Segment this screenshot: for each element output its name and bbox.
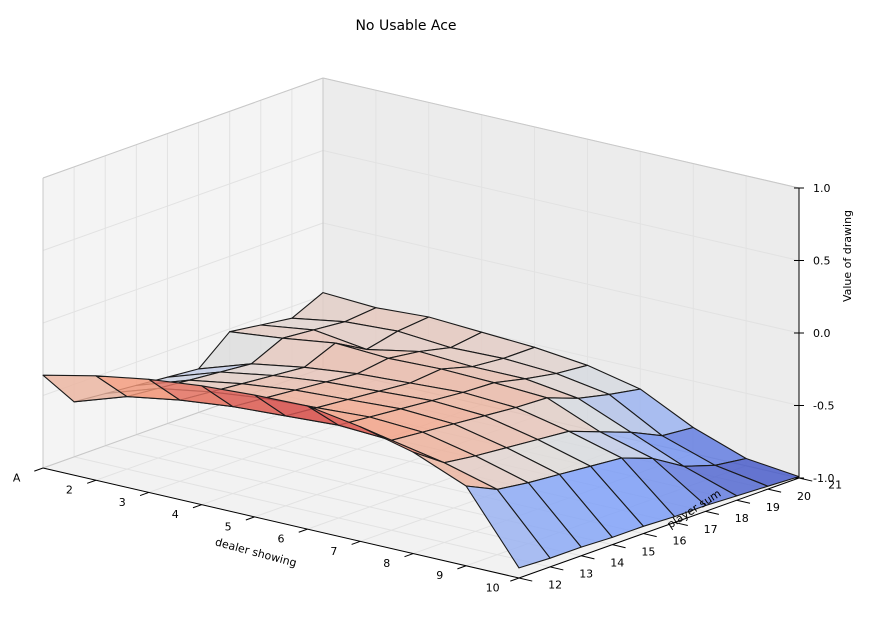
axis-line	[42, 467, 520, 579]
z-axis-label: Value of drawing	[841, 210, 854, 302]
y-tick	[612, 544, 626, 549]
y-tick-label: 14	[610, 557, 624, 570]
y-tick	[674, 521, 688, 526]
x-tick	[139, 491, 149, 497]
axis-ticks: A 2 3 4 5 6 7 8 9 10 12 13 14 15 16 17 18 19 20 21-1.0 -0.5 0…	[13, 182, 842, 594]
floor-grid-line	[73, 456, 551, 568]
y-tick-label: 19	[766, 501, 780, 514]
y-tick-label: 20	[797, 490, 811, 503]
x-tick-label: A	[13, 471, 21, 484]
chart-title: No Usable Ace	[355, 18, 456, 34]
pane-edge	[322, 77, 800, 189]
x-tick	[510, 577, 520, 582]
x-tick	[298, 528, 308, 533]
x-tick	[245, 516, 255, 521]
back-grid-line	[322, 150, 800, 261]
back-grid-line	[322, 222, 800, 334]
y-tick-label: 17	[704, 523, 718, 536]
y-tick-label: 15	[641, 545, 655, 558]
z-tick-label: -0.5	[813, 400, 834, 413]
x-axis-label: dealer showing	[214, 535, 298, 569]
x-tick-label: 5	[225, 520, 232, 533]
y-tick	[518, 577, 533, 582]
axis-line	[518, 477, 800, 579]
z-tick-label: 0.5	[813, 255, 831, 268]
x-tick-label: 2	[66, 484, 73, 497]
x-tick	[87, 479, 97, 484]
y-tick	[581, 555, 595, 560]
x-tick	[457, 565, 467, 570]
x-tick	[192, 504, 202, 509]
x-tick-label: 3	[119, 496, 126, 509]
y-tick	[798, 477, 813, 482]
surface-patch	[465, 485, 551, 569]
y-tick-label: 21	[828, 479, 842, 492]
x-tick-label: 8	[383, 557, 390, 570]
z-tick-label: 1.0	[813, 182, 831, 195]
x-tick-label: 4	[172, 508, 179, 521]
x-tick-label: 9	[436, 569, 443, 582]
x-tick	[351, 540, 361, 545]
x-tick	[404, 553, 414, 558]
y-tick-label: 12	[548, 579, 562, 592]
z-tick-label: -1.0	[813, 472, 834, 485]
left-grid-line	[42, 150, 324, 251]
z-tick-label: 0.0	[813, 327, 831, 340]
y-tick-label: 16	[673, 534, 687, 547]
x-tick-label: 6	[278, 533, 285, 546]
left-grid-line	[42, 222, 324, 324]
pane-edge	[42, 77, 324, 179]
y-tick	[643, 533, 657, 538]
x-tick-label: 10	[486, 581, 500, 594]
surface-plot	[42, 292, 800, 569]
y-tick-label: 18	[735, 512, 749, 525]
x-tick-label: 7	[330, 545, 337, 558]
x-tick	[34, 467, 44, 472]
y-tick	[767, 488, 782, 493]
y-tick	[736, 499, 751, 504]
y-tick	[549, 566, 564, 571]
y-tick-label: 13	[579, 568, 593, 581]
y-tick	[705, 510, 720, 515]
